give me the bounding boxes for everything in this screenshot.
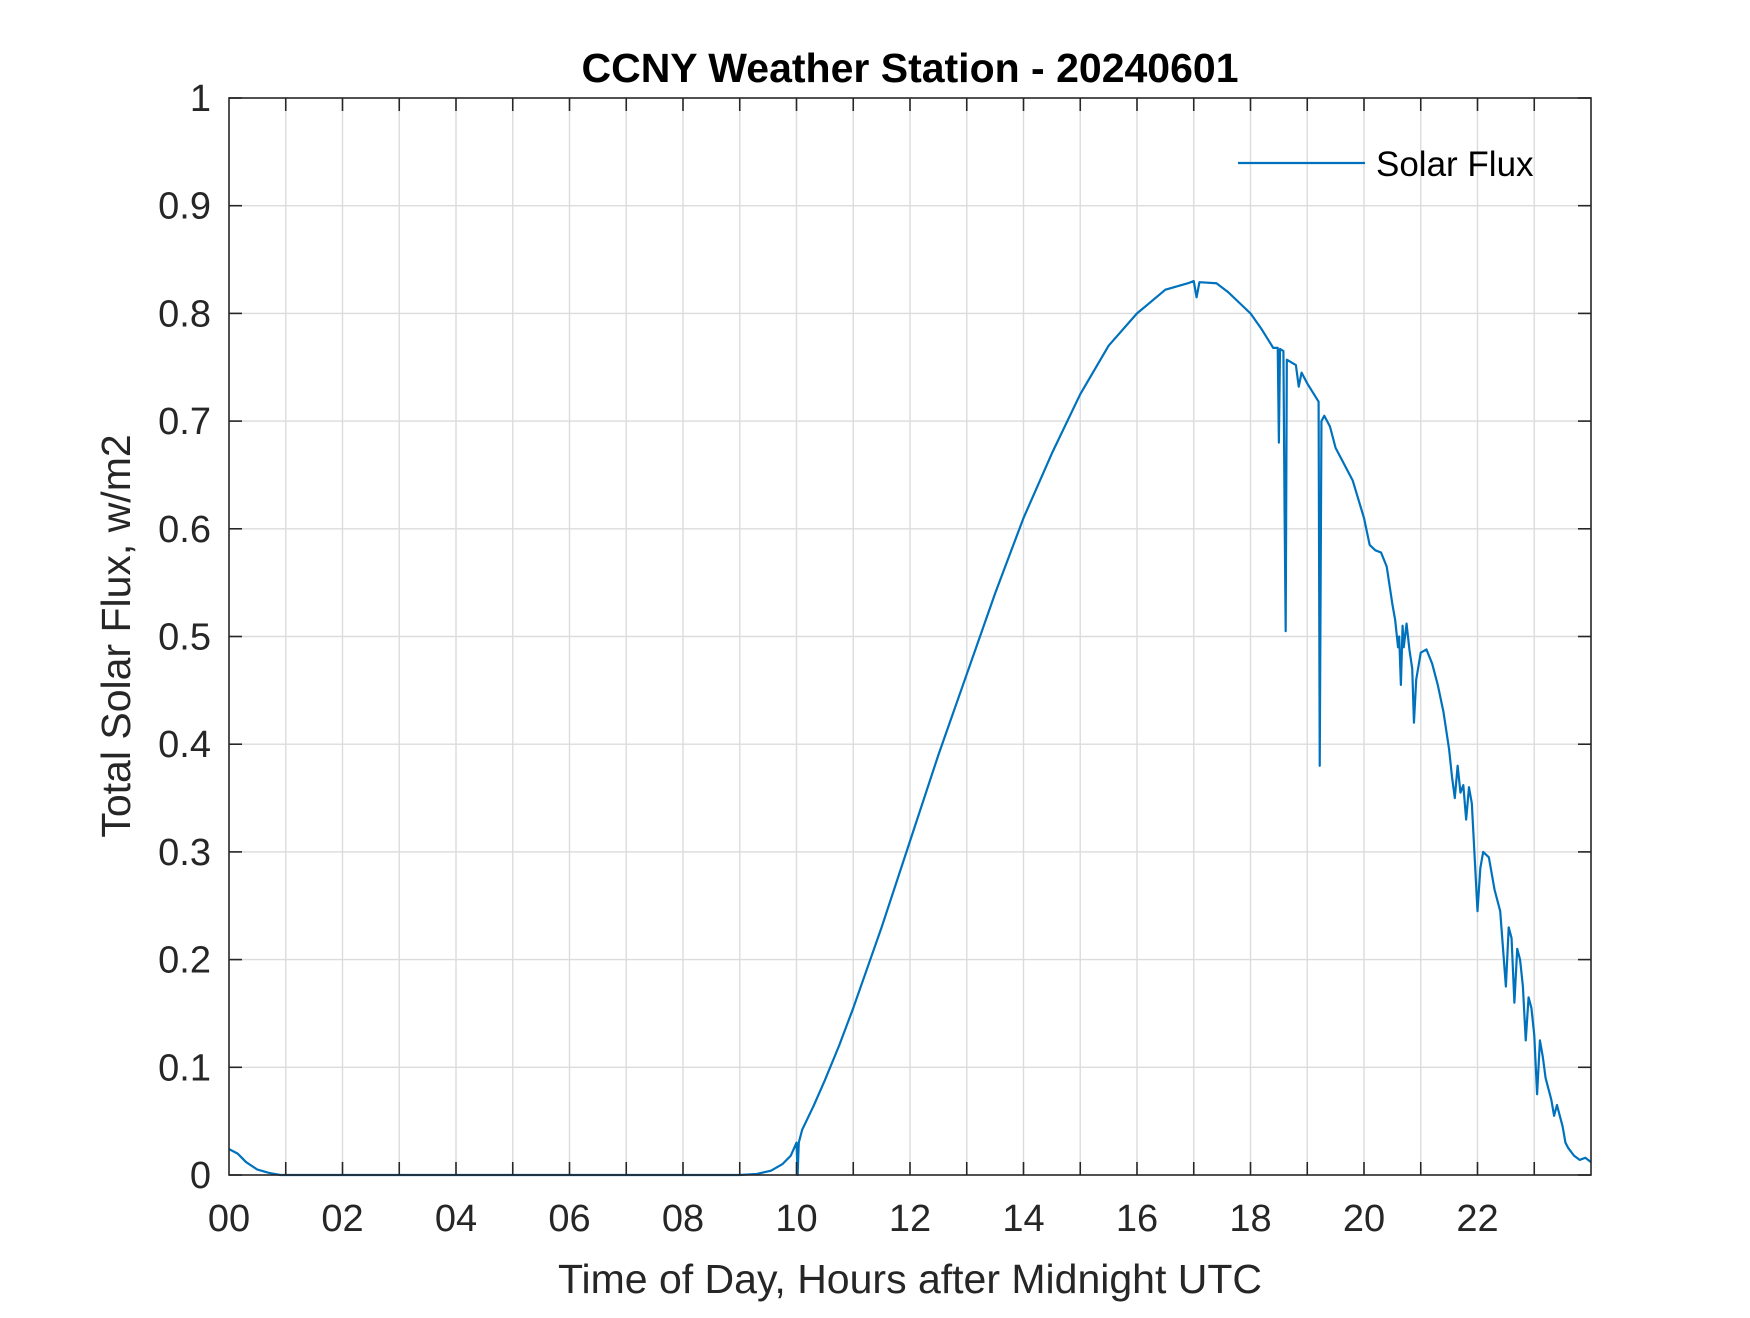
legend-label: Solar Flux <box>1376 145 1534 184</box>
y-tick-label: 0.1 <box>158 1047 211 1089</box>
x-tick-label: 22 <box>1456 1198 1498 1240</box>
x-tick-label: 18 <box>1229 1198 1271 1240</box>
x-tick-label: 16 <box>1116 1198 1158 1240</box>
y-tick-label: 0.2 <box>158 940 211 982</box>
x-tick-label: 04 <box>435 1198 477 1240</box>
x-tick-labels: 00 02 04 06 08 10 12 14 16 18 20 22 <box>208 1198 1499 1240</box>
y-tick-label: 0.4 <box>158 724 211 766</box>
axis-ticks <box>229 97 1591 1176</box>
x-axis-title: Time of Day, Hours after Midnight UTC <box>558 1256 1262 1302</box>
y-tick-label: 0.5 <box>158 617 211 659</box>
x-tick-label: 20 <box>1343 1198 1385 1240</box>
grid-lines <box>229 98 1591 1175</box>
x-tick-label: 10 <box>775 1198 817 1240</box>
x-tick-label: 14 <box>1002 1198 1044 1240</box>
series-line-solar-flux <box>228 279 1592 1177</box>
x-tick-label: 06 <box>548 1198 590 1240</box>
y-tick-label: 0 <box>190 1155 211 1197</box>
y-tick-label: 0.9 <box>158 186 211 228</box>
legend: Solar Flux <box>1238 145 1534 184</box>
y-tick-label: 0.8 <box>158 293 211 335</box>
chart-title: CCNY Weather Station - 20240601 <box>581 45 1238 91</box>
y-axis-title: Total Solar Flux, w/m2 <box>93 434 139 837</box>
x-tick-label: 12 <box>889 1198 931 1240</box>
y-tick-label: 0.3 <box>158 832 211 874</box>
y-tick-label: 0.6 <box>158 509 211 551</box>
series-layer <box>228 279 1592 1177</box>
y-tick-labels: 0 0.1 0.2 0.3 0.4 0.5 0.6 0.7 0.8 0.9 1 <box>158 78 211 1197</box>
y-tick-label: 1 <box>190 78 211 120</box>
x-tick-label: 00 <box>208 1198 250 1240</box>
x-tick-label: 02 <box>321 1198 363 1240</box>
y-tick-label: 0.7 <box>158 401 211 443</box>
x-tick-label: 08 <box>662 1198 704 1240</box>
